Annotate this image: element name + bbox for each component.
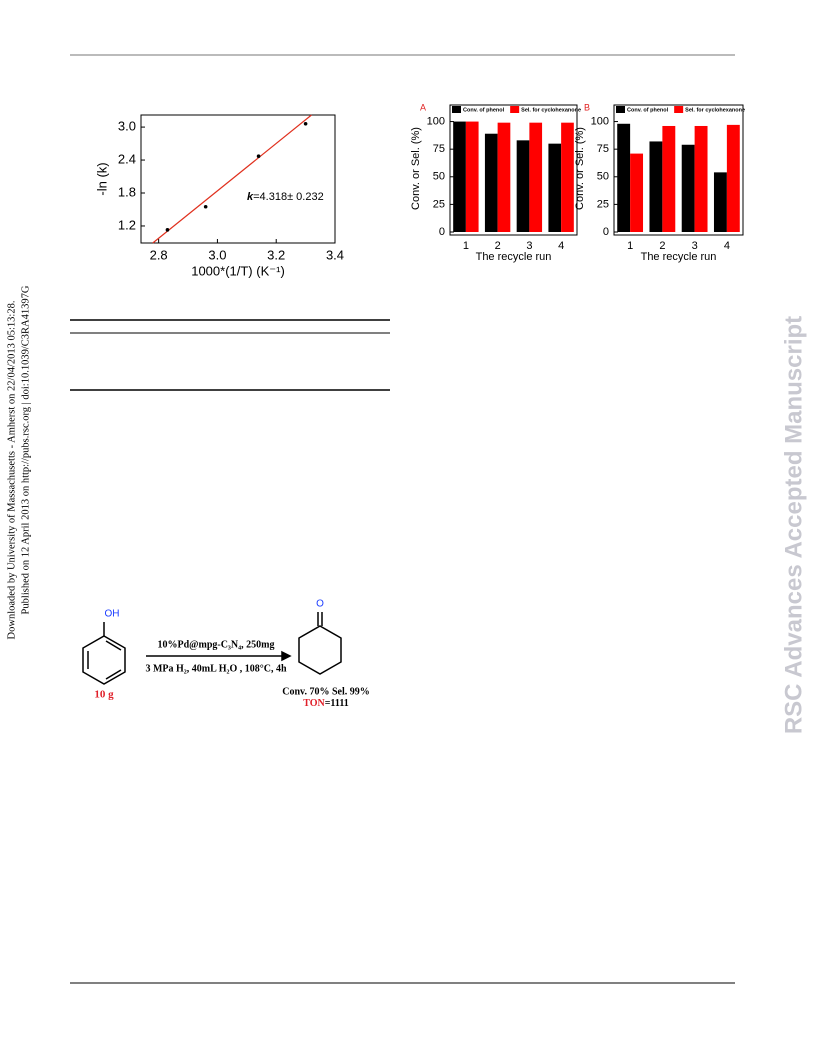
bar	[662, 125, 676, 232]
conditions: 10%Pd@mpg-C₃N₄, 250mg	[158, 639, 275, 650]
plot-frame	[613, 104, 744, 236]
legend-swatch	[510, 106, 520, 113]
legend-label: Conv. of phenol	[627, 107, 669, 113]
x-tick-label: 1	[627, 240, 633, 252]
conditions: 3 MPa H₂, 40mL H₂O , 108°C, 4h	[145, 663, 287, 674]
y-tick-label: 50	[597, 171, 609, 183]
x-axis-label: The recycle run	[641, 251, 717, 263]
product-group: O	[316, 599, 324, 610]
plot-frame	[140, 114, 336, 244]
ton: TON=1111	[303, 698, 349, 709]
bar	[484, 133, 498, 232]
y-tick-label: 25	[597, 198, 609, 210]
panel-label: B	[584, 102, 590, 112]
legend-label: Conv. of phenol	[463, 107, 505, 113]
bar	[630, 153, 644, 232]
x-tick-label: 2.8	[150, 247, 168, 262]
cyclohexanone-ring	[298, 625, 342, 675]
watermark: RSC Advances Accepted Manuscript	[780, 316, 807, 734]
y-tick-label: 0	[439, 226, 445, 238]
bar	[681, 144, 695, 232]
y-tick-label: 0	[603, 226, 609, 238]
data-point	[256, 154, 261, 159]
annotation-text: =4.318± 0.232	[253, 191, 324, 203]
y-tick-label: 75	[597, 143, 609, 155]
y-tick-label: 1.2	[118, 217, 136, 232]
ton-value: =1111	[325, 698, 349, 709]
x-tick-label: 3.0	[208, 247, 226, 262]
bar	[617, 123, 631, 232]
annotation: k=4.318± 0.232	[247, 191, 324, 203]
phenol-ring	[82, 635, 126, 685]
legend-label: Sel. for cyclohexanone	[521, 107, 581, 113]
arrow-head	[281, 650, 292, 662]
y-axis-label: -ln (k)	[94, 162, 109, 195]
x-tick-label: 2	[495, 240, 501, 252]
bar	[694, 125, 708, 232]
y-tick-label: 50	[433, 171, 445, 183]
y-axis-label: Conv. or Sel. (%)	[410, 127, 422, 210]
legend-swatch	[674, 106, 684, 113]
bond	[105, 669, 122, 680]
y-tick-label: 25	[433, 198, 445, 210]
data-point	[203, 204, 208, 209]
bar	[713, 172, 727, 232]
bar	[529, 122, 543, 232]
y-tick-label: 2.4	[118, 151, 136, 166]
fit-line	[152, 114, 312, 244]
y-tick-label: 3.0	[118, 119, 136, 134]
x-tick-label: 3.2	[267, 247, 285, 262]
bar	[453, 121, 466, 232]
panel-label: A	[420, 102, 426, 112]
data-point	[165, 228, 170, 232]
x-axis-label: 1000*(1/T) (K⁻¹)	[191, 263, 285, 278]
bar	[465, 121, 479, 232]
y-tick-label: 100	[591, 115, 609, 127]
x-tick-label: 3	[526, 240, 532, 252]
annotation-symbol: k	[247, 191, 254, 203]
reaction-scheme	[82, 612, 342, 685]
x-tick-label: 3	[692, 240, 698, 252]
x-tick-label: 4	[724, 240, 730, 252]
sidebar-line: Published on 12 April 2013 on http://pub…	[20, 285, 31, 614]
bar	[726, 124, 740, 232]
bar	[516, 140, 530, 232]
plot-frame	[449, 104, 578, 236]
bond	[105, 640, 122, 651]
legend-label: Sel. for cyclohexanone	[685, 107, 745, 113]
x-tick-label: 2	[659, 240, 665, 252]
ton-label: TON	[303, 698, 325, 709]
y-tick-label: 1.8	[118, 184, 136, 199]
legend-swatch	[616, 106, 625, 113]
result: Conv. 70% Sel. 99%	[282, 686, 370, 697]
x-tick-label: 3.4	[326, 247, 344, 262]
x-tick-label: 1	[463, 240, 469, 252]
legend-swatch	[452, 106, 461, 113]
bar	[649, 141, 663, 232]
x-axis-label: The recycle run	[476, 251, 552, 263]
bar	[561, 122, 574, 232]
bar	[548, 143, 562, 232]
sidebar-line: Downloaded by University of Massachusett…	[6, 301, 17, 640]
y-tick-label: 100	[427, 115, 445, 127]
y-axis-label: Conv. or Sel. (%)	[574, 127, 586, 210]
y-tick-label: 75	[433, 143, 445, 155]
data-point	[303, 121, 308, 126]
x-tick-label: 4	[558, 240, 564, 252]
bar	[497, 122, 511, 232]
reactant-amount: 10 g	[94, 689, 114, 701]
reactant-group: OH	[105, 609, 120, 620]
